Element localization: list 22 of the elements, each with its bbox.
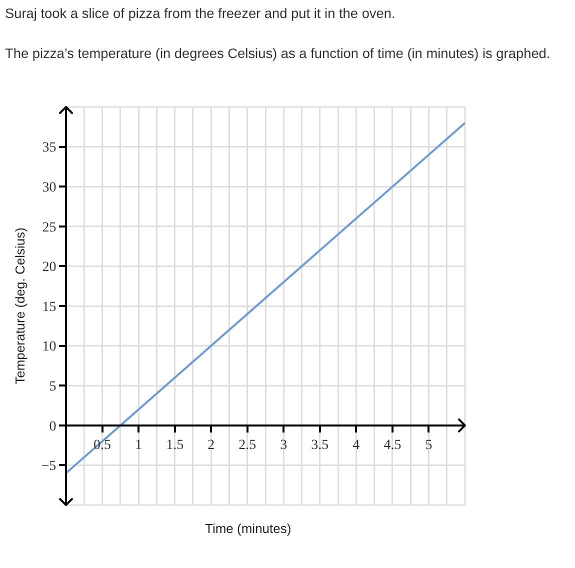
y-tick-label: 0: [49, 419, 56, 434]
y-tick-label: 35: [42, 140, 56, 156]
x-tick-label: 4: [352, 438, 360, 454]
x-tick-label: 1: [135, 438, 142, 454]
x-tick-label: 3: [280, 438, 288, 454]
x-tick-label: 5: [425, 438, 432, 454]
y-tick-label: 5: [49, 380, 56, 394]
x-axis-title: Time (minutes): [205, 521, 292, 536]
y-tick-label: −5: [41, 459, 56, 474]
y-tick-label: 25: [42, 220, 56, 236]
y-tick-label: 30: [42, 180, 56, 196]
x-tick-label: 2: [208, 438, 215, 454]
y-axis-title: Temperature (deg. Celsius): [12, 228, 28, 384]
x-tick-label: 1.5: [166, 438, 184, 454]
chart-title: Suraj took a slice of pizza from the freezer and put it in the oven.: [5, 6, 396, 21]
x-tick-label: 4.5: [384, 438, 402, 454]
y-tick-label: 20: [42, 260, 56, 276]
y-tick-label: 15: [42, 300, 56, 315]
chart-subtitle: The pizza’s temperature (in degrees Celsius) as a function of time (in minutes) is graphed.: [5, 46, 550, 61]
x-tick-label: 3.5: [311, 438, 329, 454]
y-tick-label: 10: [42, 340, 56, 355]
x-tick-label: 2.5: [238, 438, 256, 454]
